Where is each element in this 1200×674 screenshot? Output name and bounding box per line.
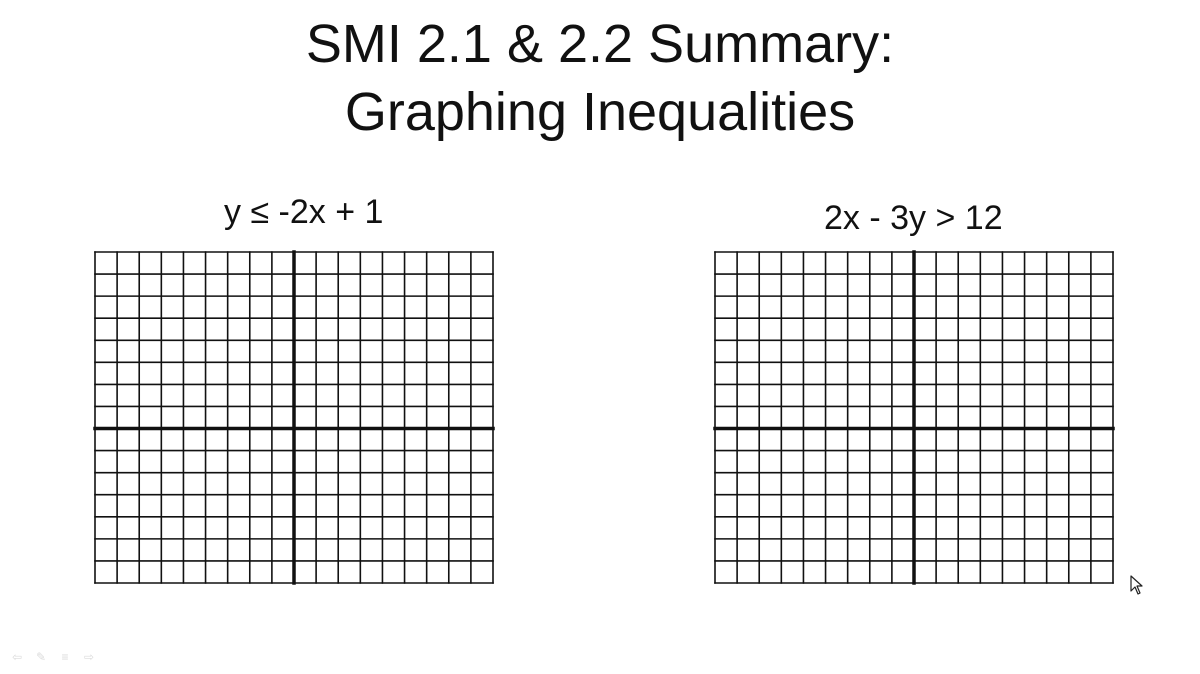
- inequality-left: y ≤ -2x + 1: [224, 193, 384, 231]
- slide-title: SMI 2.1 & 2.2 Summary: Graphing Inequali…: [0, 10, 1200, 146]
- slide-title-line-2: Graphing Inequalities: [344, 82, 856, 142]
- previous-arrow-icon[interactable]: ⇦: [11, 650, 23, 664]
- presentation-controls: ⇦ ✎ ≡ ⇨: [8, 650, 98, 664]
- inequality-right: 2x - 3y > 12: [824, 199, 1003, 237]
- mouse-cursor-icon: [1130, 575, 1143, 595]
- menu-icon[interactable]: ≡: [61, 650, 69, 664]
- coordinate-grid-right[interactable]: [713, 250, 1115, 585]
- next-arrow-icon[interactable]: ⇨: [83, 650, 95, 664]
- pen-icon[interactable]: ✎: [35, 650, 47, 664]
- coordinate-grid-left[interactable]: [93, 250, 495, 585]
- slide-title-line-1: SMI 2.1 & 2.2 Summary:: [305, 14, 895, 74]
